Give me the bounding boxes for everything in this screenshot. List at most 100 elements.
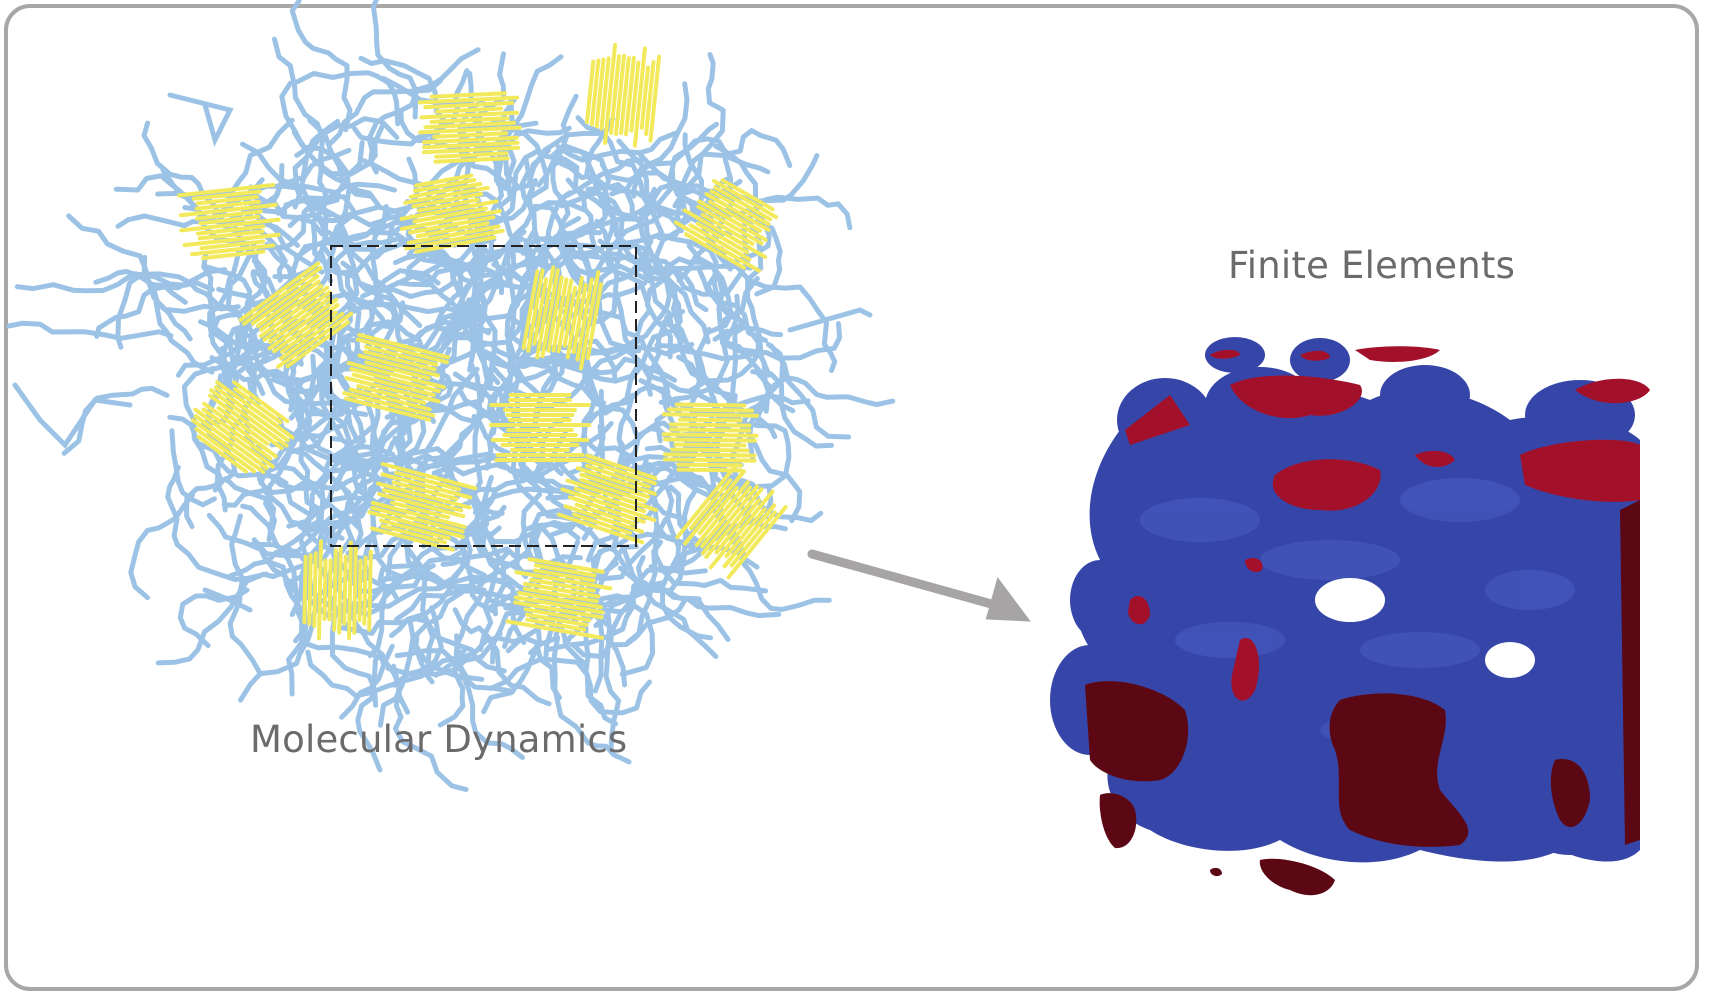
- crystalline-segment: [603, 42, 618, 145]
- polymer-chain-segment: [542, 153, 600, 260]
- crystalline-segment: [197, 229, 265, 241]
- crystalline-segment: [367, 549, 373, 632]
- crystalline-segment: [250, 274, 320, 326]
- crystalline-segment: [403, 185, 490, 205]
- crystalline-segment: [565, 478, 658, 512]
- crystalline-segment: [342, 554, 348, 626]
- crystalline-segment: [689, 478, 733, 531]
- crystalline-segment: [362, 555, 368, 626]
- crystalline-segment: [527, 557, 605, 574]
- crystalline-segment: [414, 235, 497, 254]
- polymer-chain-segment: [507, 229, 603, 314]
- crystalline-segment: [195, 209, 263, 221]
- crystalline-segment: [513, 600, 604, 620]
- polymer-chain-segment: [298, 353, 322, 532]
- polymer-chain-segment: [327, 265, 399, 319]
- crystalline-segment: [532, 568, 596, 583]
- crystalline-segment: [193, 414, 269, 471]
- crystalline-segment: [415, 221, 490, 239]
- crystalline-segment: [525, 617, 587, 632]
- crystalline-segment: [419, 110, 520, 120]
- polymer-chain-segment: [652, 516, 769, 594]
- polymer-chain-segment: [291, 130, 352, 284]
- polymer-chain-segment: [490, 236, 525, 436]
- crystalline-segment: [367, 510, 465, 539]
- polymer-chain-segment: [462, 297, 600, 407]
- crystalline-segment: [259, 284, 324, 332]
- crystalline-segment: [198, 214, 261, 226]
- polymer-chain-segment: [569, 438, 684, 521]
- crystalline-segment: [242, 265, 323, 326]
- crystalline-segment: [697, 199, 768, 242]
- polymer-chain-segment: [389, 446, 498, 494]
- crystalline-segment: [720, 178, 775, 212]
- crystalline-segment: [412, 178, 477, 193]
- crystalline-segment: [675, 462, 739, 540]
- crystalline-segment: [418, 125, 522, 135]
- crystalline-segment: [697, 485, 739, 536]
- crystalline-segment: [380, 462, 478, 491]
- crystalline-segment: [712, 179, 779, 220]
- polymer-chain-segment: [473, 508, 598, 593]
- crystalline-segment: [513, 595, 605, 615]
- crystalline-segment: [202, 401, 278, 459]
- crystalline-segment: [682, 208, 768, 259]
- crystalline-segment: [560, 487, 657, 523]
- crystalline-segment: [317, 539, 323, 641]
- crystalline-segment: [523, 581, 601, 599]
- crystalline-segment: [572, 512, 633, 536]
- crystalline-segment: [571, 282, 588, 355]
- crystalline-segment: [347, 540, 353, 641]
- crystalline-segment: [380, 472, 473, 500]
- crystalline-segment: [194, 427, 256, 474]
- crystalline-segment: [594, 57, 606, 129]
- crystalline-segment: [521, 269, 540, 350]
- polymer-chain-segment: [407, 257, 481, 347]
- crystalline-segment: [704, 487, 764, 559]
- polymer-chain-segment: [394, 588, 530, 622]
- crystalline-segment: [678, 417, 743, 423]
- polymer-chain-segment: [286, 439, 353, 529]
- crystalline-segment: [208, 393, 284, 451]
- crystalline-segment: [573, 486, 647, 514]
- crystalline-segment: [694, 480, 750, 547]
- polymer-chain-segment: [128, 492, 195, 601]
- crystalline-segment: [379, 518, 451, 541]
- crystalline-segment: [556, 278, 574, 354]
- crystalline-segment: [661, 412, 759, 418]
- crystalline-segment: [381, 488, 464, 513]
- crystalline-segment: [346, 361, 446, 390]
- polymer-chain-segment: [395, 266, 488, 373]
- polymer-chain-segment: [449, 260, 553, 321]
- polymer-chain-segment: [701, 210, 772, 378]
- crystalline-segment: [661, 432, 759, 438]
- simulation-box: [330, 245, 637, 547]
- fe-pores: [1315, 578, 1535, 678]
- crystalline-segment: [262, 290, 332, 342]
- crystalline-segment: [714, 498, 761, 555]
- crystalline-segment: [556, 512, 645, 545]
- crystalline-segment: [582, 457, 657, 486]
- polymer-chain-segment: [374, 156, 420, 260]
- crystalline-segment: [551, 277, 569, 353]
- crystalline-segment: [644, 60, 656, 136]
- crystalline-segment: [394, 470, 462, 492]
- crystalline-segment: [178, 202, 278, 218]
- crystalline-segment: [307, 553, 313, 626]
- crystalline-segment: [412, 206, 488, 224]
- crystalline-segment: [238, 261, 321, 322]
- polymer-chain-segment: [555, 130, 678, 163]
- polymer-chain-segment: [319, 358, 353, 441]
- polymer-chain-segment: [258, 469, 362, 531]
- polymer-chain-segment: [585, 454, 692, 563]
- crystalline-segment: [648, 54, 662, 143]
- crystalline-segment: [432, 131, 509, 139]
- polymer-chain-segment: [337, 300, 406, 343]
- crystalline-segment: [673, 220, 762, 273]
- crystalline-segment: [267, 297, 339, 351]
- finite-elements-label: Finite Elements: [1228, 244, 1516, 287]
- polymer-chain-segment: [405, 214, 497, 266]
- crystalline-segment: [406, 224, 501, 245]
- crystalline-segment: [357, 353, 440, 378]
- crystalline-segment: [532, 277, 549, 346]
